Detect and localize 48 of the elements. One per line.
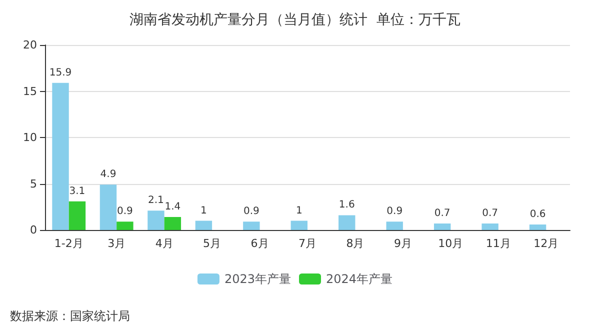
bar: [52, 82, 69, 230]
data-label: 0.9: [243, 206, 260, 218]
data-label: 1: [200, 205, 207, 216]
bar: [243, 222, 260, 230]
data-label: 0.9: [386, 206, 403, 218]
bar: [100, 184, 117, 230]
x-tick-label: 12月: [534, 237, 559, 250]
bar: [386, 222, 403, 230]
x-tick-label: 10月: [438, 237, 464, 250]
y-tick-label: 5: [30, 177, 37, 190]
x-tick-label: 9月: [394, 237, 412, 250]
bar: [68, 201, 86, 230]
bar: [195, 220, 212, 230]
data-label: 2.1: [148, 195, 164, 206]
data-label: 0.7: [482, 208, 498, 220]
data-label: 15.9: [49, 67, 72, 78]
x-tick-label: 11月: [486, 237, 511, 250]
bar: [164, 217, 182, 230]
bar: [482, 224, 498, 230]
bar: [338, 215, 356, 230]
data-label: 1.6: [338, 200, 355, 211]
bar: [148, 210, 164, 230]
source-note: 数据来源：国家统计局: [10, 309, 130, 323]
data-label: 1: [296, 205, 302, 216]
bar: [290, 220, 308, 230]
chart-title: 湖南省发动机产量分月（当月值）统计 单位：万千瓦: [130, 12, 460, 28]
y-tick-label: 0: [30, 224, 37, 236]
x-tick-label: 5月: [203, 237, 222, 250]
bar: [529, 224, 546, 230]
legend-label: 2024年产量: [326, 272, 393, 286]
data-label: 0.9: [116, 206, 133, 218]
x-tick-label: 7月: [298, 237, 316, 250]
data-label: 3.1: [69, 186, 86, 197]
data-label: 4.9: [100, 169, 116, 180]
bar: [116, 222, 134, 230]
bar: [434, 224, 451, 230]
data-label: 0.7: [434, 208, 450, 220]
y-tick-label: 20: [23, 38, 37, 52]
legend-label: 2023年产量: [224, 272, 292, 286]
x-tick-label: 4月: [155, 237, 174, 250]
x-tick-label: 1-2月: [54, 237, 84, 250]
y-tick-label: 15: [23, 84, 37, 98]
x-tick-label: 3月: [108, 237, 126, 250]
data-label: 0.6: [530, 208, 546, 220]
data-label: 1.4: [164, 202, 181, 213]
x-tick-label: 8月: [346, 237, 364, 250]
y-tick-label: 10: [23, 131, 37, 144]
x-tick-label: 6月: [250, 237, 269, 250]
